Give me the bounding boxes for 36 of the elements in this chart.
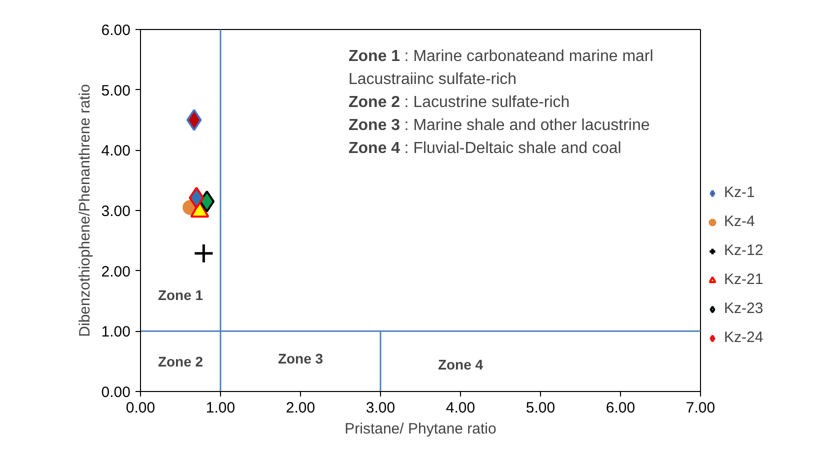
x-tick-label: 6.00 [606,400,636,416]
x-tick-label: 1.00 [206,400,236,416]
annotation: Lacustraiinc sulfate-rich [348,71,517,88]
point [186,109,202,131]
x-tick-label: 5.00 [526,400,556,416]
annotation: Zone 1 [158,286,204,303]
x-axis-title: Pristane/ Phytane ratio [344,420,496,438]
annotation: Zone 3 [278,350,324,366]
legend-label: Kz-4 [724,213,755,230]
legend-label: Kz-21 [724,271,764,288]
y-tick-label: 5.00 [101,82,131,100]
legend-label: Kz-23 [724,300,764,317]
annotation: Zone 2 [158,353,204,370]
x-tick-label: 4.00 [446,400,476,416]
annotation: Zone 1: Marine carbonateand marine marl [348,48,654,66]
x-tick-label: 3.00 [366,400,396,416]
legend-label: Kz-1 [724,184,755,201]
annotation: Zone 3: Marine shale and other lacustrine [348,116,650,134]
annotation: Zone 2: Lacustrine sulfate-rich [348,94,570,112]
y-tick-label: 0.00 [101,384,131,401]
point [199,190,215,212]
x-tick-label: 7.00 [686,400,716,416]
y-tick-label: 1.00 [101,324,131,341]
y-tick-label: 2.00 [101,263,131,280]
annotation: Zone 4 [438,356,484,372]
x-tick-label: 0.00 [126,400,156,416]
y-tick-label: 3.00 [101,203,131,220]
y-axis-title: Dibenzothiophene/Phenanthrene ratio [76,84,94,337]
point [188,186,204,209]
legend-label: Kz-24 [724,329,764,346]
annotation: Zone 4: Fluvial-Deltaic shale and coal [348,140,622,157]
y-tick-label: 4.00 [101,142,131,160]
y-tick-label: 6.00 [101,22,131,39]
point [193,243,214,264]
x-tick-label: 2.00 [286,400,316,416]
legend-label: Kz-12 [724,242,764,259]
